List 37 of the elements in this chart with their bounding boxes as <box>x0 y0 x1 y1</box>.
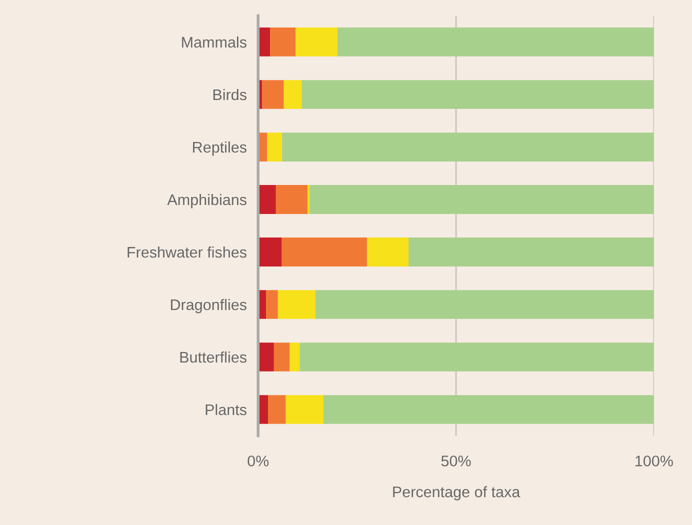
bar <box>268 395 286 424</box>
bar <box>296 28 338 56</box>
bar <box>300 342 654 372</box>
bar <box>282 238 367 266</box>
x-tick-label: 50% <box>441 456 471 466</box>
bar <box>266 290 278 319</box>
y-tick-label: Dragonflies <box>170 298 246 314</box>
bar <box>282 132 654 162</box>
x-tick-label: 0% <box>248 456 269 466</box>
bar <box>286 395 324 424</box>
bar <box>284 80 302 109</box>
bar <box>366 238 409 266</box>
y-tick-label: Amphibians <box>167 194 246 208</box>
x-axis-title: Percentage of taxa <box>393 486 520 500</box>
bar <box>258 185 276 214</box>
y-tick-label: Mammals <box>182 36 246 48</box>
y-tick-label: Plants <box>206 404 246 416</box>
bar <box>316 290 654 319</box>
y-tick-label: Reptiles <box>193 141 246 156</box>
bar <box>310 185 654 214</box>
y-tick-label: Birds <box>213 88 246 100</box>
bar <box>408 238 654 266</box>
y-tick-label: Freshwater fishes <box>128 246 246 258</box>
bar <box>262 80 284 109</box>
bar <box>258 342 274 372</box>
bar <box>302 80 654 109</box>
bar <box>267 132 282 162</box>
bar <box>274 342 290 372</box>
bar <box>278 290 316 319</box>
bar <box>276 185 308 214</box>
bar <box>258 238 282 266</box>
x-tick-label: 100% <box>636 456 673 466</box>
bar <box>270 28 296 56</box>
bar <box>323 395 654 424</box>
y-tick-label: Butterflies <box>180 351 246 363</box>
bar <box>290 342 300 372</box>
bar <box>337 28 654 56</box>
